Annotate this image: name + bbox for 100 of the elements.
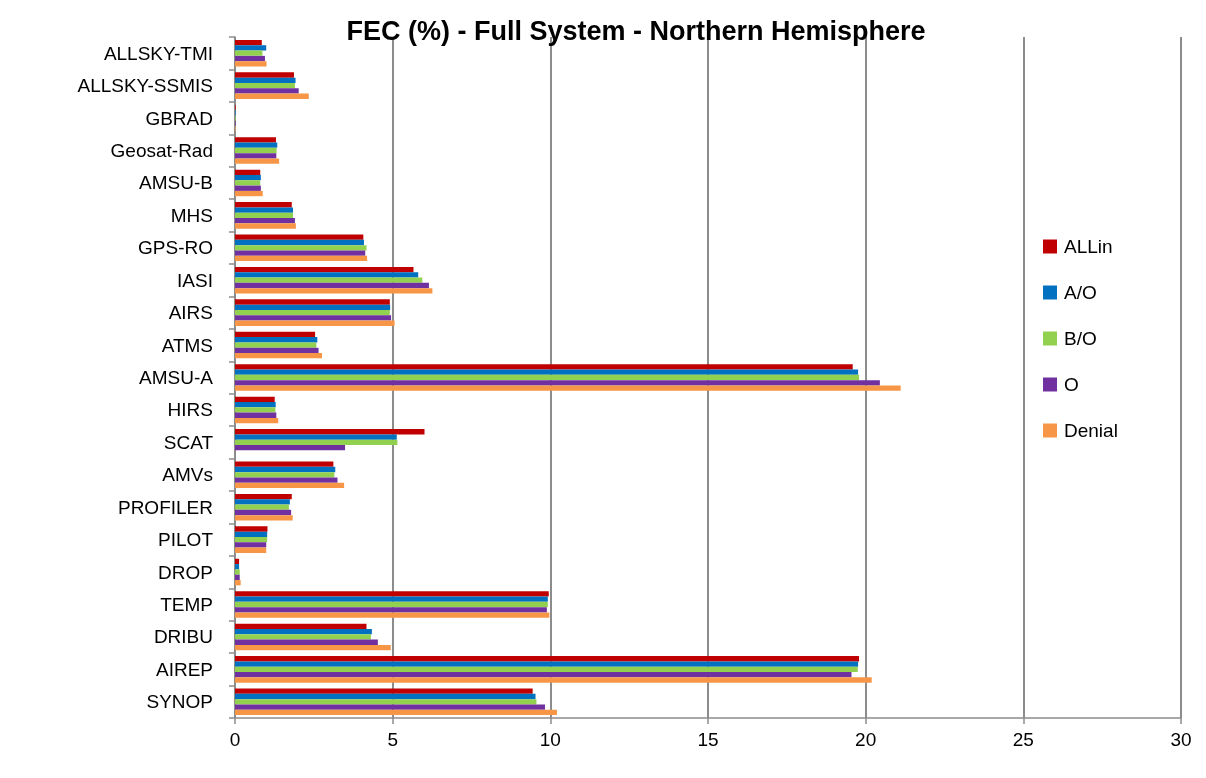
bar <box>235 239 364 246</box>
x-tick-label: 5 <box>387 729 398 750</box>
bar <box>235 266 414 273</box>
bar <box>235 331 316 338</box>
bar <box>235 234 364 240</box>
bar <box>235 380 880 386</box>
bar <box>235 531 268 537</box>
bar <box>235 374 860 381</box>
bar <box>235 677 872 683</box>
bar <box>235 601 548 608</box>
bar <box>235 482 345 489</box>
bar <box>235 82 295 89</box>
bar <box>235 472 335 478</box>
bar <box>235 299 390 305</box>
x-tick-label: 20 <box>855 729 877 750</box>
bar <box>235 77 296 83</box>
bar <box>235 591 549 597</box>
bar <box>235 596 548 602</box>
bar <box>235 385 901 391</box>
bar <box>235 50 263 56</box>
bar <box>235 277 423 283</box>
bar <box>235 699 537 705</box>
bar <box>235 634 371 640</box>
bar <box>235 434 397 440</box>
bar <box>235 342 317 348</box>
legend-label: Denial <box>1064 420 1118 441</box>
bar <box>235 536 268 543</box>
bar <box>235 347 319 354</box>
bar <box>235 445 346 451</box>
bar <box>235 607 547 613</box>
bar <box>235 282 429 289</box>
bar <box>235 509 292 516</box>
y-tick-label: ALLSKY-TMI <box>103 42 213 64</box>
legend-label: O <box>1064 374 1079 395</box>
y-tick-label: IASI <box>177 269 213 291</box>
bar <box>235 564 240 570</box>
bar <box>235 417 279 424</box>
bar <box>235 688 533 694</box>
bar <box>235 401 276 408</box>
bar <box>235 369 859 375</box>
bar <box>235 499 290 505</box>
y-tick-label: TEMP <box>160 594 213 615</box>
y-tick-label: GBRAD <box>145 107 213 129</box>
bar <box>235 429 425 435</box>
bar <box>235 223 296 229</box>
y-tick-label: GPS-RO <box>138 237 213 259</box>
bar <box>235 396 275 402</box>
bar <box>235 542 267 548</box>
y-tick-label: DROP <box>158 561 213 583</box>
bar <box>235 190 263 197</box>
bar <box>235 493 292 500</box>
bar <box>235 153 277 159</box>
y-tick-label: AMVs <box>162 464 213 486</box>
bar <box>235 547 267 553</box>
bar <box>235 174 261 181</box>
bar <box>235 693 536 700</box>
bar <box>235 55 265 62</box>
bar <box>235 704 545 710</box>
bar <box>235 207 294 213</box>
bar <box>235 245 367 251</box>
bar <box>235 439 398 446</box>
bar <box>235 147 277 154</box>
bar <box>235 580 241 586</box>
y-tick-label: PILOT <box>158 529 214 551</box>
bar <box>235 218 295 224</box>
bar <box>235 72 294 78</box>
y-tick-label: HIRS <box>167 399 213 421</box>
bar <box>235 574 240 581</box>
x-tick-label: 30 <box>1170 729 1192 750</box>
bar <box>235 45 267 51</box>
bar <box>235 639 378 645</box>
bar <box>235 526 268 532</box>
bar <box>235 623 367 629</box>
y-tick-label: ALLSKY-SSMIS <box>77 75 213 97</box>
bar <box>235 612 550 618</box>
bar <box>235 169 261 175</box>
y-tick-label: PROFILER <box>117 496 213 518</box>
bar <box>235 337 318 343</box>
bar <box>235 656 860 662</box>
y-tick-label: ATMS <box>161 334 213 356</box>
y-tick-label: DRIBU <box>153 626 213 648</box>
bar <box>235 88 299 94</box>
bar <box>235 137 276 143</box>
bar <box>235 304 391 310</box>
bar <box>235 412 277 418</box>
bar <box>235 666 858 673</box>
bar <box>235 212 294 219</box>
bar <box>235 661 859 667</box>
bar <box>235 320 395 326</box>
bar <box>235 466 336 473</box>
bar <box>235 250 366 256</box>
chart-title: FEC (%) - Full System - Northern Hemisphere <box>346 15 926 46</box>
y-tick-label: MHS <box>170 204 213 226</box>
y-tick-label: AIREP <box>155 658 213 680</box>
x-tick-label: 25 <box>1012 729 1034 750</box>
x-tick-label: 10 <box>539 729 561 750</box>
y-tick-label: Geosat-Rad <box>110 140 213 161</box>
bar <box>235 142 278 148</box>
bar <box>235 272 419 278</box>
y-tick-label: AIRS <box>168 302 213 324</box>
